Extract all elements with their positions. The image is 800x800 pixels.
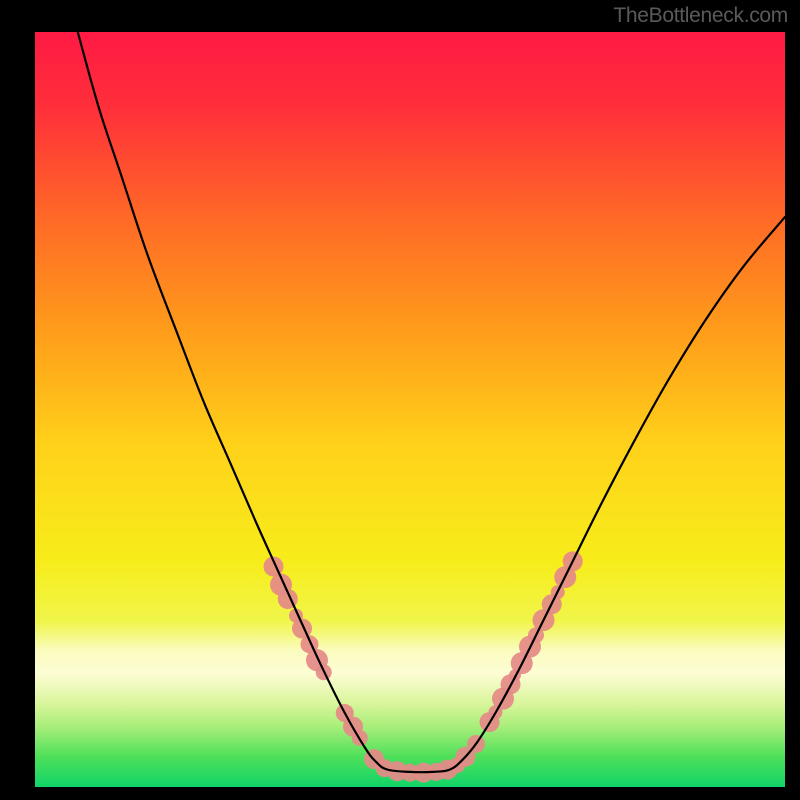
curve-svg [35,32,785,787]
watermark-text: TheBottleneck.com [613,4,788,28]
bottleneck-curve [78,32,785,772]
plot-area [35,32,785,787]
markers-group [264,551,583,782]
